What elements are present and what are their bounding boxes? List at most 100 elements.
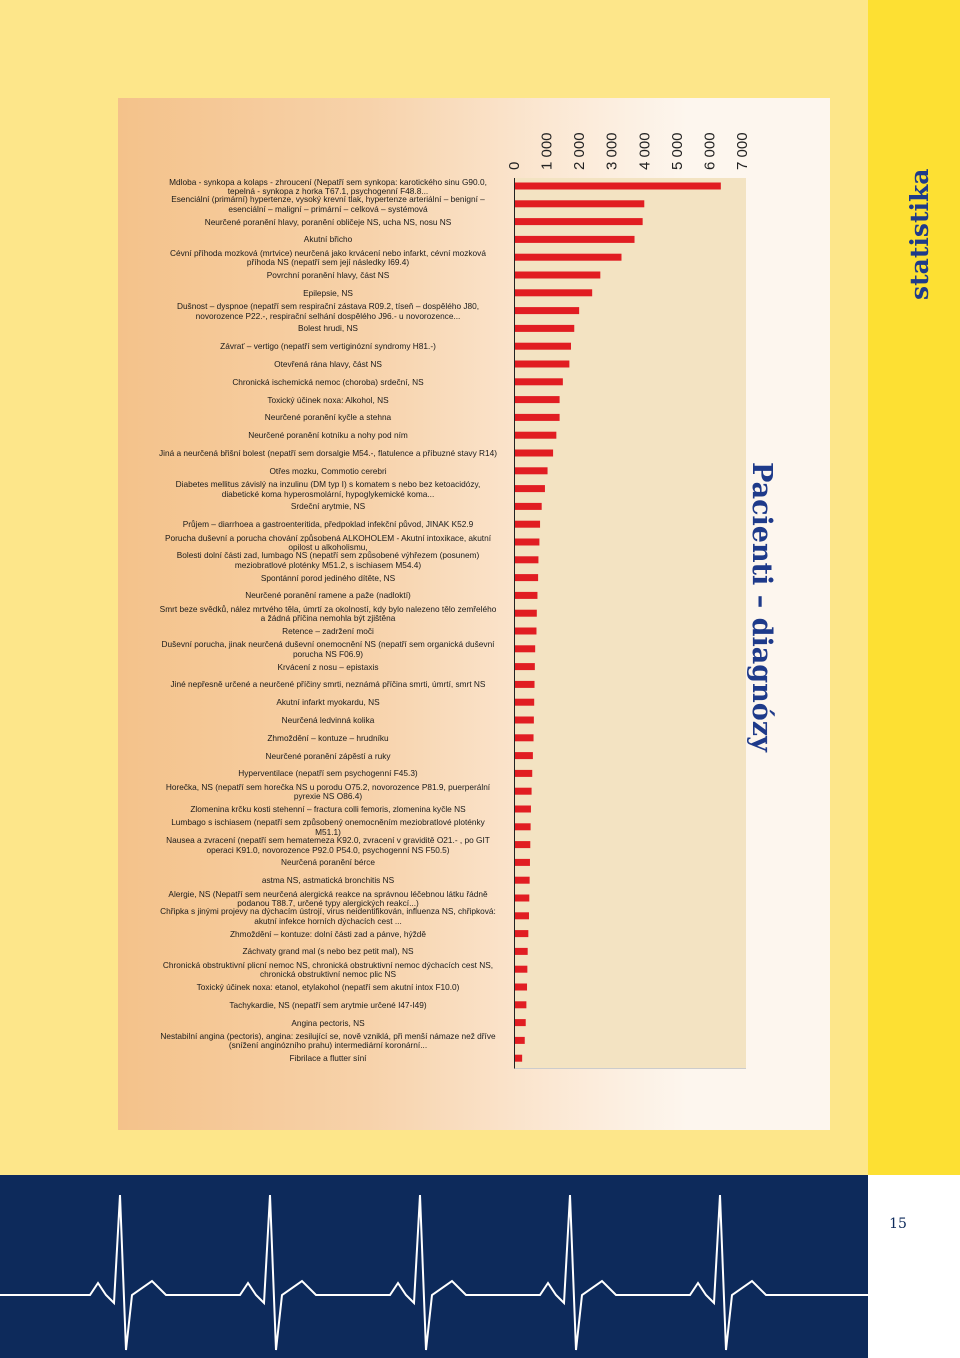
bar [515, 912, 529, 920]
sidebar-strip [868, 0, 960, 1175]
bar [515, 663, 535, 671]
category-label: Esenciální (primární) hypertenze, vysoký… [171, 194, 485, 214]
category-label: Chronická obstruktivní plicní nemoc NS, … [162, 959, 494, 980]
category-label: Zhmoždění – kontuze – hrudníku [267, 732, 389, 743]
category-label: Cévní příhoda mozková (mrtvice) neurčená… [170, 247, 486, 268]
bar [515, 218, 643, 226]
bar [515, 396, 560, 404]
category-label: Hyperventilace (nepatří sem psychogenní … [238, 768, 418, 779]
bar [515, 698, 535, 706]
bar [515, 805, 531, 813]
bar [515, 876, 530, 884]
x-tick-label: 4 000 [636, 132, 653, 170]
bar [515, 769, 533, 777]
ekg-trace [0, 1194, 868, 1351]
bar [515, 609, 537, 617]
bar [515, 947, 528, 955]
category-label: Spontánní porod jediného dítěte, NS [260, 572, 396, 583]
category-label: Lumbago s ischiasem (nepatří sem způsobe… [171, 817, 485, 837]
bar [515, 449, 554, 457]
bar [515, 1054, 523, 1062]
bar [515, 502, 542, 510]
bar [515, 253, 622, 261]
bar [515, 182, 721, 190]
category-label: Neurčené poranění ramene a paže (nadlokt… [245, 590, 411, 601]
category-label: Nausea a zvracení (nepatří sem hematemez… [166, 835, 490, 855]
bar [515, 538, 540, 546]
category-label: Neurčené poranění hlavy, poranění obliče… [204, 216, 452, 227]
category-label: Neurčené poranění kyčle a stehna [264, 412, 392, 423]
bar [515, 574, 539, 582]
x-tick-label: 5 000 [669, 132, 686, 170]
category-label: Epilepsie, NS [303, 287, 353, 298]
category-label: Neurčené poranění zápěstí a ruky [265, 750, 391, 761]
category-label: Bolesti dolní části zad, lumbago NS (nep… [176, 550, 480, 570]
category-label: Chronická ischemická nemoc (choroba) srd… [232, 376, 424, 387]
x-tick-label: 7 000 [734, 132, 751, 170]
category-label: Otřes mozku, Commotio cerebri [269, 465, 387, 476]
category-label: Tachykardie, NS (nepatří sem arytmie urč… [229, 999, 427, 1010]
x-tick-label: 0 [506, 162, 523, 170]
bar [515, 823, 531, 831]
category-label: Otevřená rána hlavy, část NS [274, 359, 382, 369]
category-label: Zhmoždění – kontuze: dolní části zad a p… [229, 928, 427, 939]
bar [515, 431, 557, 439]
bar [515, 734, 534, 742]
bar [515, 1019, 526, 1027]
bar [515, 342, 571, 350]
bar [515, 307, 580, 315]
bar [515, 200, 645, 208]
bar [515, 271, 601, 279]
category-label: Zlomenina krčku kosti stehenní – fractur… [190, 804, 466, 814]
x-tick-label: 1 000 [539, 132, 556, 170]
category-label: Nestabilní angina (pectoris), angina: ze… [160, 1030, 496, 1051]
category-label: Srdeční arytmie, NS [290, 501, 366, 512]
category-label: Povrchní poranění hlavy, část NS [266, 270, 390, 280]
category-label: Akutní břicho [303, 234, 353, 245]
category-label: Dušnost – dyspnoe (nepatří sem respiračn… [176, 301, 480, 321]
bar [515, 627, 537, 635]
bar [515, 680, 535, 688]
bar [515, 485, 545, 493]
category-label: Alergie, NS (Nepatří sem neurčená alergi… [168, 888, 488, 909]
chart-title: Pacienti – diagnózy [746, 462, 777, 752]
category-label: Smrt beze svědků, nález mrtvého těla, úm… [159, 603, 497, 624]
category-label: Neurčená ledvinná kolika [281, 715, 375, 725]
bar [515, 894, 530, 902]
bar [515, 289, 593, 297]
page-number: 15 [889, 1216, 907, 1232]
category-label: Fibrilace a flutter síní [289, 1053, 367, 1064]
bar [515, 787, 532, 795]
bar [515, 378, 563, 386]
bar [515, 965, 528, 973]
category-label: Neurčená poranění bérce [280, 857, 376, 868]
page-number-box [868, 1175, 960, 1358]
ekg-line-icon [0, 1194, 868, 1351]
bar [515, 645, 536, 653]
bar [515, 1001, 527, 1009]
category-label: Jiná a neurčená břišní bolest (nepatří s… [158, 448, 498, 458]
category-label: Bolest hrudi, NS [298, 323, 358, 334]
category-label: Duševní porucha, jinak neurčená duševní … [161, 639, 495, 659]
category-label: Porucha duševní a porucha chování způsob… [164, 532, 492, 553]
category-label: Neurčené poranění kotníku a nohy pod ním [248, 430, 408, 441]
category-label: Toxický účinek noxa: etanol, etylakohol … [196, 982, 460, 992]
bar [515, 752, 533, 760]
category-label: Průjem – diarrhoea a gastroenteritida, p… [182, 519, 474, 530]
bar [515, 716, 534, 724]
category-label: Mdloba - synkopa a kolaps - zhroucení (N… [169, 176, 487, 197]
bar [515, 858, 530, 866]
category-label: Závrať – vertigo (nepatří sem vertiginóz… [220, 341, 436, 352]
bar [515, 591, 538, 599]
bar [515, 983, 528, 991]
category-label: Záchvaty grand mal (s nebo bez petit mal… [242, 946, 414, 957]
category-label: Krvácení z nosu – epistaxis [277, 661, 379, 672]
bar [515, 467, 548, 475]
bar [515, 1036, 525, 1044]
category-label: Toxický účinek noxa: Alkohol, NS [267, 394, 389, 405]
category-label: Akutní infarkt myokardu, NS [276, 697, 380, 708]
category-label: Retence – zadržení moči [282, 626, 374, 636]
bar [515, 556, 539, 564]
bar-chart: 0 1 000 2 000 3 000 4 000 5 000 6 000 7 000 [506, 132, 751, 1062]
footer-band [0, 1175, 960, 1358]
